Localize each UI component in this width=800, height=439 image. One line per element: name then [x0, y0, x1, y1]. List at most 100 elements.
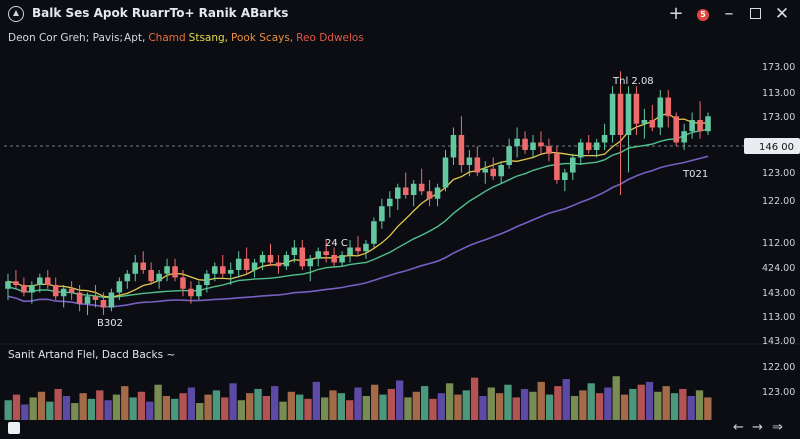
y-axis-label: 143.00: [762, 336, 795, 347]
volume-bar: [154, 384, 162, 420]
candle-body: [84, 296, 91, 304]
volume-bar: [429, 398, 437, 420]
candle-body: [514, 138, 520, 147]
candle-body: [402, 187, 409, 195]
annotation-label: B302: [97, 318, 123, 329]
volume-bar: [104, 400, 112, 420]
volume-bar: [4, 400, 12, 420]
candle-body: [29, 285, 35, 293]
candle-body: [132, 262, 139, 274]
candle-body: [68, 288, 75, 293]
volume-bar: [587, 383, 595, 420]
volume-bar: [362, 396, 370, 420]
volume-bar: [162, 396, 171, 420]
volume-bar: [387, 388, 395, 420]
y-axis-label: 424.00: [762, 263, 795, 274]
candle-body: [204, 273, 210, 285]
candle-body: [275, 262, 282, 267]
notification-badge[interactable]: 5: [697, 9, 709, 21]
scroll-left-icon[interactable]: ←: [733, 420, 744, 435]
volume-bar: [12, 394, 21, 420]
y-axis-label: 143.00: [762, 288, 795, 299]
chart-legend: Deon Cor Greh; Pavis;Apt, Chamd Stsang, Poo…: [8, 32, 370, 44]
volume-bar: [271, 386, 279, 420]
volume-bar: [604, 387, 612, 420]
legend-prefix: Deon Cor Greh; Pavis;: [8, 32, 124, 44]
volume-bar: [695, 390, 704, 420]
candle-body: [379, 206, 385, 222]
volume-bar: [196, 403, 204, 420]
volume-bar: [229, 383, 237, 420]
candle-body: [339, 255, 345, 263]
candle-body: [546, 146, 552, 154]
volume-pane-title: Sanit Artand Flel, Dacd Backs ~: [8, 349, 176, 361]
candle-body: [530, 142, 536, 150]
volume-bar: [445, 383, 454, 420]
volume-bar: [146, 401, 154, 420]
candle-body: [196, 285, 202, 297]
legend-item[interactable]: Chamd: [148, 32, 186, 44]
app-logo-icon: [8, 6, 24, 22]
candle-body: [450, 135, 457, 158]
y-axis-label: 113.00: [762, 312, 795, 323]
fast-forward-icon[interactable]: ⇒: [772, 420, 783, 435]
candle-body: [37, 277, 43, 285]
candle-body: [100, 300, 107, 308]
candle-body: [562, 172, 568, 180]
y-axis-label: 173.00: [762, 112, 795, 123]
volume-bar: [520, 388, 529, 420]
candle-body: [697, 120, 703, 132]
candle-body: [188, 288, 194, 297]
volume-bar: [179, 393, 187, 420]
minimize-button[interactable]: –: [724, 3, 734, 24]
volume-bar: [337, 393, 346, 420]
settings-button[interactable]: [8, 422, 20, 434]
volume-bar: [96, 390, 104, 420]
candle-body: [164, 266, 170, 274]
scroll-right-icon[interactable]: →: [752, 420, 763, 435]
volume-bar: [370, 384, 379, 420]
volume-bar: [204, 394, 212, 420]
volume-bar: [462, 390, 470, 420]
candle-body: [474, 157, 481, 173]
volume-bar: [404, 397, 412, 420]
candle-body: [418, 183, 425, 192]
candle-body: [689, 120, 695, 132]
candle-body: [577, 142, 584, 158]
volume-bar: [346, 400, 354, 420]
candle-body: [140, 262, 146, 270]
maximize-button[interactable]: [743, 3, 767, 25]
volume-bar: [212, 390, 221, 420]
candle-body: [92, 296, 99, 300]
volume-bar: [137, 391, 146, 420]
volume-bar: [512, 397, 520, 420]
candle-body: [426, 191, 433, 199]
candle-body: [363, 243, 369, 252]
legend-item[interactable]: Reo Ddwelos: [296, 32, 364, 44]
add-icon[interactable]: +: [668, 3, 684, 24]
volume-bar: [670, 393, 679, 420]
volume-bar: [529, 391, 537, 420]
volume-bar: [79, 393, 87, 420]
volume-bar: [54, 388, 62, 420]
volume-bar: [246, 393, 254, 420]
y-axis-label: 123.00: [762, 387, 795, 398]
volume-bar: [321, 397, 329, 420]
candle-body: [649, 120, 656, 128]
candle-body: [212, 266, 218, 274]
candle-body: [609, 93, 616, 135]
volume-bar: [620, 394, 629, 420]
candle-body: [347, 247, 353, 255]
legend-item[interactable]: Stsang,: [188, 32, 229, 44]
y-axis-label: 122.00: [762, 362, 795, 373]
volume-bar: [662, 386, 670, 420]
candle-body: [458, 135, 465, 165]
candle-body: [283, 255, 290, 267]
legend-item[interactable]: Apt,: [124, 32, 146, 44]
candle-body: [291, 247, 298, 255]
candle-body: [172, 266, 178, 278]
candle-body: [355, 247, 361, 252]
close-button[interactable]: ✕: [774, 4, 790, 24]
legend-item[interactable]: Pook Scays,: [231, 32, 294, 44]
